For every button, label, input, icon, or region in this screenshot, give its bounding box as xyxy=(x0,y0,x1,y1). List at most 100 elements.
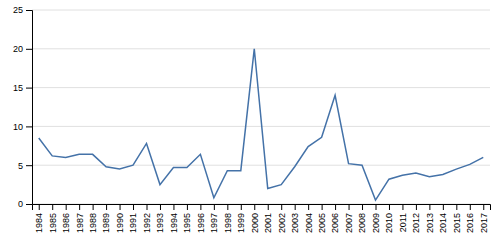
y-tick-mark xyxy=(26,165,32,166)
x-tick-label: 1996 xyxy=(196,213,206,233)
grid-line xyxy=(32,48,490,49)
x-tick-mark xyxy=(483,204,484,210)
x-tick: 2011 xyxy=(398,204,408,232)
grid-line xyxy=(32,10,490,11)
x-tick: 1993 xyxy=(155,204,165,233)
x-tick: 1997 xyxy=(209,204,219,233)
x-tick: 1985 xyxy=(48,204,58,233)
x-tick-label: 1985 xyxy=(48,213,58,233)
x-tick: 2009 xyxy=(371,204,381,233)
x-tick-label: 2002 xyxy=(277,213,287,233)
x-axis: 1984 19851986 198719881989 19901991 19921993… xyxy=(33,204,491,233)
y-tick-label: 15 xyxy=(13,83,23,93)
x-tick-mark xyxy=(389,204,390,210)
x-tick-label: 2004 xyxy=(304,213,314,233)
grid-line xyxy=(32,165,490,166)
x-tick: 1988 xyxy=(88,204,98,233)
x-tick-mark xyxy=(133,204,134,210)
x-tick-mark xyxy=(39,204,40,210)
x-tick-label: 2008 xyxy=(357,213,367,233)
x-tick-label: 1998 xyxy=(223,213,233,233)
x-tick-mark xyxy=(295,204,296,210)
x-tick-mark xyxy=(214,204,215,210)
x-tick-mark xyxy=(187,204,188,210)
x-tick-label: 2015 xyxy=(452,213,462,233)
x-tick-label: 2012 xyxy=(411,213,421,233)
x-tick-mark xyxy=(241,204,242,210)
x-tick-mark xyxy=(308,204,309,210)
x-tick-label: 2014 xyxy=(438,213,448,233)
x-tick-label: 2016 xyxy=(465,213,475,233)
y-tick-label: 10 xyxy=(13,122,23,132)
x-tick-mark xyxy=(402,204,403,210)
y-tick-mark xyxy=(26,10,32,11)
x-tick: 2000 xyxy=(250,204,260,233)
x-tick-label: 1984 xyxy=(34,213,44,233)
x-tick-mark xyxy=(120,204,121,210)
chart: 1984 19851986 198719881989 19901991 19921993… xyxy=(0,0,500,244)
plot: 1984 19851986 198719881989 19901991 19921993… xyxy=(13,5,491,233)
x-tick-mark xyxy=(200,204,201,210)
x-tick-label: 1992 xyxy=(142,213,152,233)
x-tick: 2003 xyxy=(290,204,300,233)
y-tick: 0 xyxy=(18,199,32,209)
x-tick-mark xyxy=(456,204,457,210)
x-tick-label: 1986 xyxy=(61,213,71,233)
x-tick-label: 1988 xyxy=(88,213,98,233)
x-tick: 2017 xyxy=(479,204,489,233)
x-tick: 1996 xyxy=(196,204,206,233)
x-tick-mark xyxy=(106,204,107,210)
line xyxy=(39,49,484,200)
x-tick-label: 2006 xyxy=(330,213,340,233)
y-tick-label: 5 xyxy=(18,161,23,171)
x-tick-mark xyxy=(362,204,363,210)
x-tick-label: 2000 xyxy=(250,213,260,233)
x-tick: 1989 xyxy=(101,204,111,233)
x-tick-label: 1995 xyxy=(182,213,192,233)
x-tick-label: 2003 xyxy=(290,213,300,233)
y-tick: 15 xyxy=(13,83,32,93)
x-tick-label: 1994 xyxy=(169,213,179,233)
x-tick-label: 1987 xyxy=(75,213,85,233)
x-tick: 1992 xyxy=(142,204,152,233)
y-axis-line xyxy=(26,11,33,205)
x-tick-mark xyxy=(416,204,417,210)
x-tick: 1986 xyxy=(61,204,71,233)
x-tick: 1994 xyxy=(169,204,179,233)
x-axis-line xyxy=(33,205,491,211)
x-tick: 1999 xyxy=(236,204,246,233)
x-tick: 2014 xyxy=(438,204,448,233)
x-tick-mark xyxy=(147,204,148,210)
x-tick: 2013 xyxy=(425,204,435,233)
x-tick: 2005 xyxy=(317,204,327,233)
x-tick-mark xyxy=(79,204,80,210)
x-tick-mark xyxy=(376,204,377,210)
x-tick: 2008 xyxy=(357,204,367,233)
x-tick-label: 2013 xyxy=(425,213,435,233)
x-tick-mark xyxy=(268,204,269,210)
x-tick: 2006 xyxy=(330,204,340,233)
x-tick-mark xyxy=(349,204,350,210)
x-tick-label: 2005 xyxy=(317,213,327,233)
x-tick: 2012 xyxy=(411,204,421,233)
x-tick-mark xyxy=(281,204,282,210)
x-tick-label: 1991 xyxy=(128,213,138,233)
x-tick-mark xyxy=(173,204,174,210)
grid xyxy=(32,10,490,204)
x-tick-mark xyxy=(443,204,444,210)
x-tick-label: 2010 xyxy=(384,213,394,233)
x-tick-mark xyxy=(322,204,323,210)
x-tick-label: 1990 xyxy=(115,213,125,233)
x-tick: 2016 xyxy=(465,204,475,233)
x-tick-label: 2011 xyxy=(398,213,408,232)
x-tick-label: 1999 xyxy=(236,213,246,233)
y-tick-label: 25 xyxy=(13,5,23,15)
x-tick-label: 1989 xyxy=(101,213,111,233)
x-tick: 2004 xyxy=(304,204,314,233)
x-tick-mark xyxy=(254,204,255,210)
grid-line xyxy=(32,87,490,88)
y-tick: 20 xyxy=(13,44,32,54)
x-tick: 1991 xyxy=(128,204,138,233)
x-tick-label: 1997 xyxy=(209,213,219,233)
y-tick-label: 20 xyxy=(13,44,23,54)
